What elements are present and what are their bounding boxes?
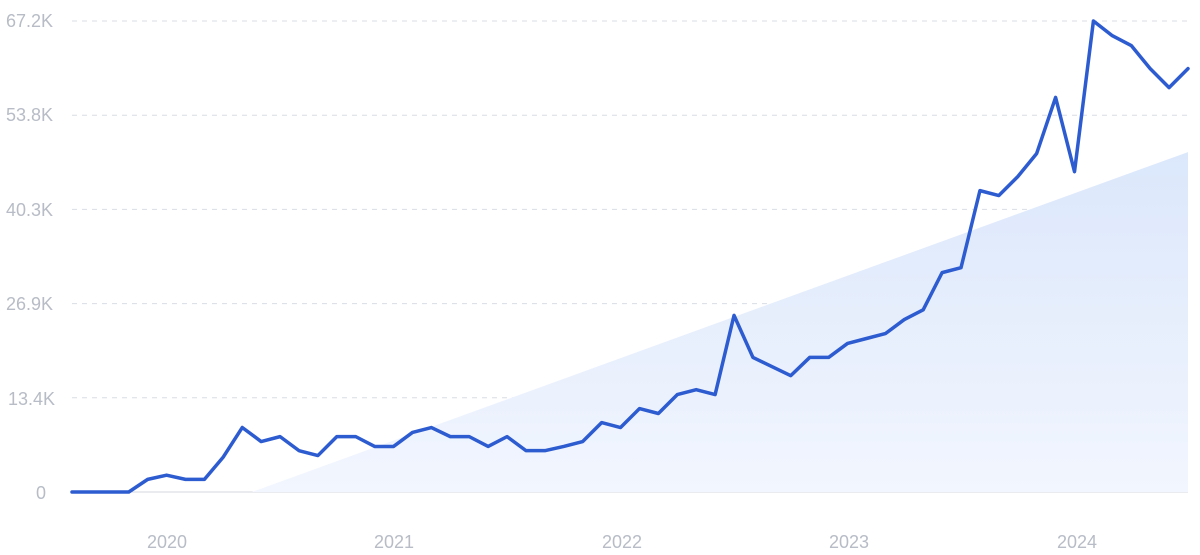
data-point-52[interactable] <box>1053 94 1059 100</box>
data-point-5[interactable] <box>164 472 170 478</box>
data-point-36[interactable] <box>750 354 756 360</box>
data-point-58[interactable] <box>1166 85 1172 91</box>
data-point-53[interactable] <box>1072 169 1078 175</box>
data-point-26[interactable] <box>561 443 567 449</box>
data-point-30[interactable] <box>636 406 642 412</box>
data-point-47[interactable] <box>958 265 964 271</box>
data-point-20[interactable] <box>447 434 453 440</box>
x-axis: 2020 2021 2022 2023 2024 <box>147 532 1097 552</box>
data-point-49[interactable] <box>996 193 1002 199</box>
x-tick-label-2024: 2024 <box>1057 532 1097 552</box>
data-point-23[interactable] <box>504 434 510 440</box>
x-tick-label-2022: 2022 <box>602 532 642 552</box>
data-point-27[interactable] <box>580 439 586 445</box>
data-point-54[interactable] <box>1090 18 1096 24</box>
y-tick-label-40.3k: 40.3K <box>6 200 53 220</box>
data-point-28[interactable] <box>599 420 605 426</box>
data-point-40[interactable] <box>826 354 832 360</box>
x-tick-label-2021: 2021 <box>374 532 414 552</box>
data-point-1[interactable] <box>88 489 94 495</box>
y-tick-label-0: 0 <box>36 483 46 503</box>
y-tick-label-26.9k: 26.9K <box>6 294 53 314</box>
y-axis: 0 13.4K 26.9K 40.3K 53.8K 67.2K <box>6 11 55 503</box>
x-tick-label-2020: 2020 <box>147 532 187 552</box>
data-point-46[interactable] <box>939 270 945 276</box>
data-point-35[interactable] <box>731 312 737 318</box>
data-point-8[interactable] <box>220 454 226 460</box>
data-point-34[interactable] <box>712 392 718 398</box>
data-point-0[interactable] <box>69 489 75 495</box>
series-line <box>70 19 1190 494</box>
data-point-37[interactable] <box>769 364 775 370</box>
data-point-21[interactable] <box>466 434 472 440</box>
data-point-56[interactable] <box>1128 43 1134 49</box>
y-tick-label-67.2k: 67.2K <box>6 11 53 31</box>
data-point-4[interactable] <box>145 476 151 482</box>
data-point-19[interactable] <box>428 425 434 431</box>
data-point-41[interactable] <box>845 340 851 346</box>
series-layer <box>69 18 1191 495</box>
data-point-48[interactable] <box>977 188 983 194</box>
data-point-51[interactable] <box>1034 150 1040 156</box>
data-point-18[interactable] <box>409 429 415 435</box>
data-point-32[interactable] <box>674 392 680 398</box>
data-point-22[interactable] <box>485 443 491 449</box>
data-point-24[interactable] <box>523 448 529 454</box>
data-point-7[interactable] <box>201 476 207 482</box>
trend-area <box>252 152 1188 493</box>
data-point-38[interactable] <box>788 373 794 379</box>
data-point-16[interactable] <box>372 443 378 449</box>
trend-area-fill <box>252 152 1188 493</box>
data-point-43[interactable] <box>882 331 888 337</box>
data-point-42[interactable] <box>863 336 869 342</box>
data-point-17[interactable] <box>391 443 397 449</box>
data-point-57[interactable] <box>1147 66 1153 72</box>
data-point-59[interactable] <box>1185 66 1191 72</box>
data-point-15[interactable] <box>353 434 359 440</box>
data-point-3[interactable] <box>126 489 132 495</box>
data-point-2[interactable] <box>107 489 113 495</box>
y-tick-label-53.8k: 53.8K <box>6 105 53 125</box>
data-point-39[interactable] <box>807 354 813 360</box>
x-tick-label-2023: 2023 <box>829 532 869 552</box>
data-point-10[interactable] <box>258 439 264 445</box>
data-point-14[interactable] <box>334 434 340 440</box>
data-point-13[interactable] <box>315 453 321 459</box>
data-point-11[interactable] <box>277 434 283 440</box>
data-point-33[interactable] <box>693 387 699 393</box>
data-point-6[interactable] <box>182 476 188 482</box>
data-point-12[interactable] <box>296 448 302 454</box>
y-tick-label-13.4k: 13.4K <box>8 389 55 409</box>
data-point-44[interactable] <box>901 317 907 323</box>
data-point-25[interactable] <box>542 448 548 454</box>
data-point-9[interactable] <box>239 425 245 431</box>
data-point-50[interactable] <box>1015 174 1021 180</box>
data-point-55[interactable] <box>1109 33 1115 39</box>
data-point-31[interactable] <box>655 411 661 417</box>
data-point-45[interactable] <box>920 307 926 313</box>
data-point-29[interactable] <box>618 425 624 431</box>
